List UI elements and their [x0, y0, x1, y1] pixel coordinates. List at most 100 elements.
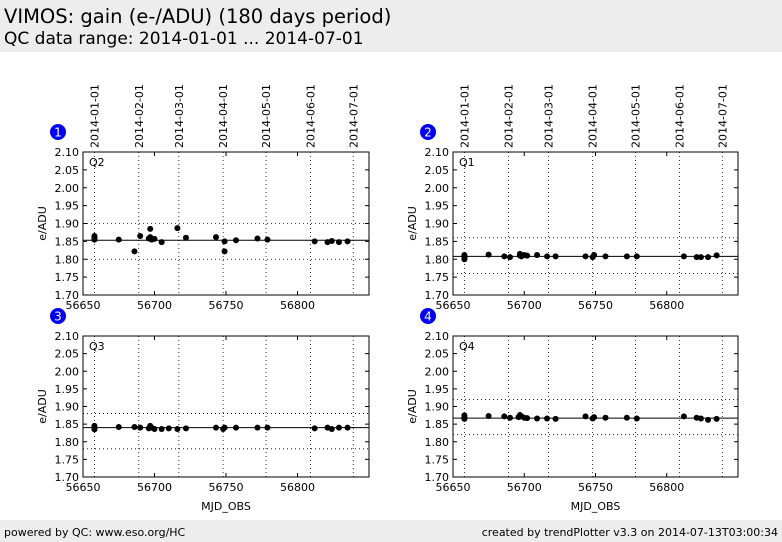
panel-1-data-point — [147, 225, 154, 232]
panel-2-data-point — [461, 256, 468, 263]
panel-2-y-tick-label: 1.85 — [425, 235, 450, 248]
panel-3-data-point — [254, 424, 261, 431]
panel-4-data-point — [524, 415, 531, 422]
panel-3-data-point — [182, 425, 189, 432]
panel-2-data-point — [591, 251, 598, 258]
panel-3-data-point — [264, 424, 271, 431]
panel-2-date-tick-label: 2014-03-01 — [542, 84, 555, 148]
panel-2-y-tick-label: 1.75 — [425, 271, 450, 284]
panel-1-data-point — [254, 235, 261, 242]
panel-4-x-tick-label: 56650 — [436, 481, 471, 494]
panel-3-data-point — [151, 426, 158, 433]
panel-3-data-point — [158, 426, 165, 433]
panel-3-data-point — [335, 424, 342, 431]
panel-4-y-tick-label: 1.90 — [425, 401, 450, 414]
panel-2-date-tick-label: 2014-06-01 — [674, 84, 687, 148]
panel-4-data-point — [680, 413, 687, 420]
panel-4-data-point — [552, 415, 559, 422]
footer-bar: powered by QC: www.eso.org/HC created by… — [0, 520, 782, 542]
panel-4-data-point — [507, 414, 513, 421]
panel-2-date-tick-label: 2014-05-01 — [629, 84, 642, 148]
panel-1-data-point — [264, 236, 271, 243]
panel-3-data-point — [221, 424, 228, 431]
panel-3-quadrant-label: Q3 — [89, 340, 105, 353]
panel-1-y-tick-label: 1.75 — [55, 271, 80, 284]
panel-4-y-tick-label: 2.05 — [425, 348, 450, 361]
panel-2-number-badge — [420, 124, 436, 140]
panel-1-data-point — [233, 237, 240, 244]
panel-4-y-tick-label: 1.95 — [425, 383, 450, 396]
panel-3-data-point — [137, 424, 144, 431]
panel-4-y-tick-label: 1.75 — [425, 453, 450, 466]
panel-1-x-tick-label: 56750 — [209, 299, 244, 312]
panel-3-y-tick-label: 1.95 — [55, 383, 80, 396]
panel-1-y-tick-label: 1.95 — [55, 200, 80, 213]
panel-4-y-tick-label: 1.85 — [425, 418, 450, 431]
panel-4-x-tick-label: 56800 — [649, 481, 684, 494]
panel-4-data-point — [705, 416, 712, 423]
panel-3-data-point — [91, 422, 98, 429]
panel-3-y-tick-label: 1.80 — [55, 436, 80, 449]
panel-4-number-badge-label: 4 — [424, 310, 432, 324]
panel-4-plot-frame — [452, 335, 739, 478]
panel-2-data-point — [602, 253, 609, 260]
panel-2-y-tick-label: 1.70 — [425, 289, 450, 302]
panel-2-number-badge-label: 2 — [424, 126, 432, 140]
panel-2-y-axis-label: e/ADU — [406, 206, 419, 241]
panel-2-y-tick-label: 2.05 — [425, 164, 450, 177]
panel-3-y-axis-label: e/ADU — [36, 389, 49, 424]
panel-4-data-point — [582, 413, 589, 420]
panel-1-quadrant-label: Q2 — [89, 156, 105, 169]
panel-4-data-point — [591, 414, 598, 421]
panel-1-data-point — [151, 235, 158, 242]
panel-1-data-point — [182, 234, 189, 241]
panel-2-data-point — [623, 253, 630, 260]
panel-1-date-tick-label: 2014-04-01 — [217, 84, 230, 148]
panel-1-data-point — [335, 239, 342, 246]
panel-2-quadrant-label: Q1 — [459, 156, 475, 169]
panel-2-data-point — [705, 254, 712, 261]
panel-2-data-point — [680, 253, 687, 260]
panel-1-x-tick-label: 56800 — [280, 299, 315, 312]
panel-2-data-point — [534, 251, 541, 258]
panel-4-data-point — [623, 414, 630, 421]
panel-3-x-tick-label: 56650 — [66, 481, 101, 494]
panel-4-y-tick-label: 2.00 — [425, 365, 450, 378]
panel-1-data-point — [115, 236, 122, 243]
panel-1-y-tick-label: 2.10 — [55, 146, 80, 159]
panel-2-data-point — [501, 253, 508, 260]
panel-1-x-tick-label: 56700 — [137, 299, 172, 312]
panel-1-data-point — [131, 248, 138, 255]
panel-1-plot-frame — [82, 151, 370, 296]
panel-3-data-point — [344, 424, 351, 431]
panel-1-data-point — [221, 238, 228, 245]
panel-4-data-point — [713, 415, 720, 422]
panel-3-data-point — [165, 425, 172, 432]
panel-2-y-tick-label: 2.10 — [425, 146, 450, 159]
panel-1-y-tick-label: 1.70 — [55, 289, 80, 302]
panel-1-data-point — [174, 225, 181, 232]
panel-3-x-tick-label: 56700 — [137, 481, 172, 494]
panel-4-y-tick-label: 1.70 — [425, 471, 450, 484]
panel-1-x-tick-label: 56650 — [66, 299, 101, 312]
panel-3-y-tick-label: 1.70 — [55, 471, 80, 484]
panel-1-y-axis-label: e/ADU — [36, 206, 49, 241]
panel-1-number-badge-label: 1 — [54, 126, 62, 140]
panel-3-x-tick-label: 56800 — [280, 481, 315, 494]
panel-1-data-point — [158, 239, 165, 246]
panel-4-data-point — [501, 413, 508, 420]
panel-3-data-point — [311, 425, 318, 432]
panel-3-y-tick-label: 2.00 — [55, 365, 80, 378]
panel-1-number-badge — [50, 124, 66, 140]
panel-3-y-tick-label: 1.75 — [55, 453, 80, 466]
panel-3-plot-frame — [82, 335, 370, 478]
panel-1-date-tick-label: 2014-01-01 — [88, 84, 101, 148]
panel-2-date-tick-label: 2014-07-01 — [716, 84, 729, 148]
panel-1-data-point — [91, 233, 98, 240]
panel-4-data-point — [485, 413, 492, 420]
panel-2-data-point — [507, 254, 513, 261]
panel-1-data-point — [344, 238, 351, 245]
footer-powered-by: powered by QC: www.eso.org/HC — [4, 526, 186, 539]
panel-3-y-tick-label: 1.85 — [55, 418, 80, 431]
panel-2-y-tick-label: 1.95 — [425, 200, 450, 213]
